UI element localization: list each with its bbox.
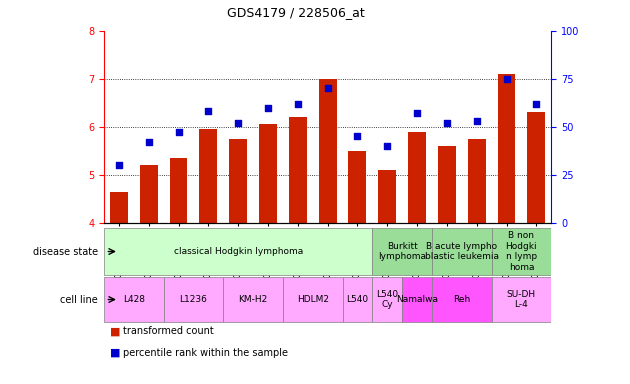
Bar (110, 192, 128, 223)
FancyBboxPatch shape (104, 277, 164, 322)
Bar (408, 131, 426, 223)
Text: Reh: Reh (453, 295, 471, 304)
Point (114, 162, 124, 168)
Point (293, 101, 303, 107)
Text: L540: L540 (346, 295, 369, 304)
Text: transformed count: transformed count (123, 326, 214, 336)
Point (531, 101, 541, 107)
Point (352, 133, 362, 139)
Text: L1236: L1236 (180, 295, 207, 304)
Text: KM-H2: KM-H2 (238, 295, 268, 304)
Text: L540
Cy: L540 Cy (376, 290, 398, 309)
Bar (289, 117, 307, 223)
Bar (229, 139, 247, 223)
Text: L428: L428 (123, 295, 145, 304)
Bar (498, 74, 515, 223)
Bar (199, 129, 217, 223)
Bar (527, 113, 546, 223)
Text: GDS4179 / 228506_at: GDS4179 / 228506_at (227, 6, 365, 19)
FancyBboxPatch shape (491, 277, 551, 322)
Text: ■: ■ (110, 348, 121, 358)
FancyBboxPatch shape (372, 277, 402, 322)
Bar (319, 79, 336, 223)
FancyBboxPatch shape (432, 228, 491, 275)
Text: Burkitt
lymphoma: Burkitt lymphoma (378, 242, 426, 261)
Point (203, 108, 214, 114)
FancyBboxPatch shape (104, 228, 372, 275)
Text: percentile rank within the sample: percentile rank within the sample (123, 348, 288, 358)
Point (323, 85, 333, 91)
Bar (140, 165, 158, 223)
Bar (259, 124, 277, 223)
FancyBboxPatch shape (432, 277, 491, 322)
Point (501, 76, 512, 82)
Point (173, 129, 183, 136)
Text: B non
Hodgki
n lymp
homa: B non Hodgki n lymp homa (506, 232, 537, 271)
Point (233, 120, 243, 126)
Point (412, 110, 422, 116)
FancyBboxPatch shape (164, 277, 223, 322)
Point (442, 120, 452, 126)
FancyBboxPatch shape (343, 277, 372, 322)
FancyBboxPatch shape (223, 277, 283, 322)
Text: cell line: cell line (60, 295, 98, 305)
Text: Namalwa: Namalwa (396, 295, 438, 304)
FancyBboxPatch shape (402, 277, 432, 322)
Text: ■: ■ (110, 326, 121, 336)
Bar (467, 139, 486, 223)
Point (263, 104, 273, 111)
Point (144, 139, 154, 145)
Bar (378, 170, 396, 223)
Bar (438, 146, 456, 223)
Bar (348, 151, 367, 223)
Text: SU-DH
L-4: SU-DH L-4 (507, 290, 536, 309)
FancyBboxPatch shape (283, 277, 343, 322)
Text: classical Hodgkin lymphoma: classical Hodgkin lymphoma (173, 247, 303, 256)
Bar (169, 158, 188, 223)
Text: disease state: disease state (33, 247, 98, 257)
Point (382, 143, 392, 149)
FancyBboxPatch shape (372, 228, 432, 275)
FancyBboxPatch shape (491, 228, 551, 275)
Text: B acute lympho
blastic leukemia: B acute lympho blastic leukemia (425, 242, 499, 261)
Text: HDLM2: HDLM2 (297, 295, 329, 304)
Point (472, 118, 482, 124)
